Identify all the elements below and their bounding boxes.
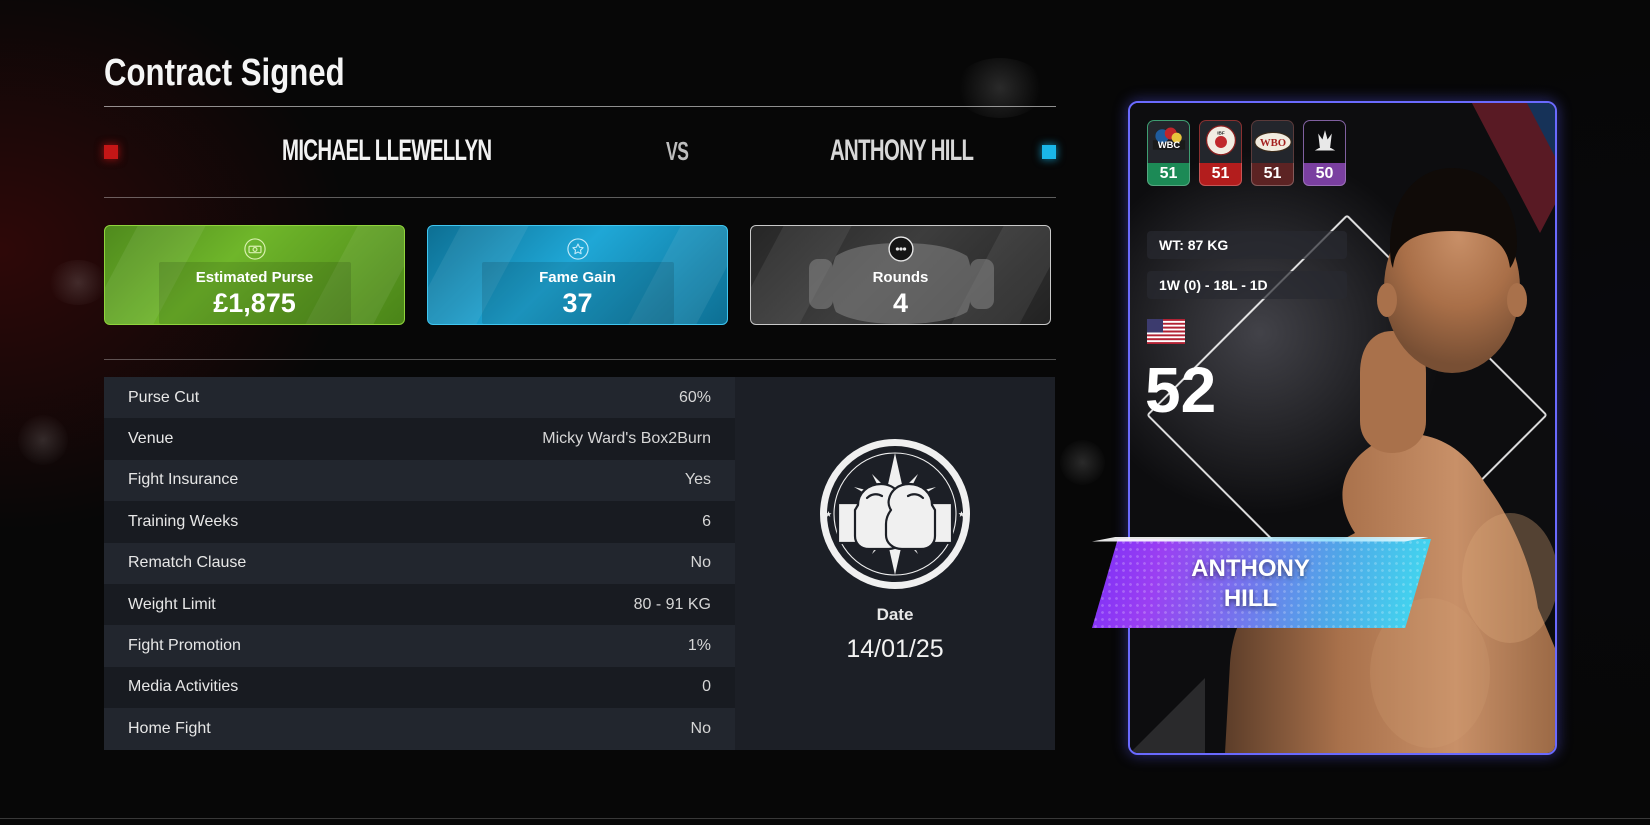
svg-text:WBO: WBO: [1259, 137, 1285, 149]
svg-text:WBC: WBC: [1157, 140, 1180, 150]
svg-text:IBF: IBF: [1217, 130, 1225, 135]
